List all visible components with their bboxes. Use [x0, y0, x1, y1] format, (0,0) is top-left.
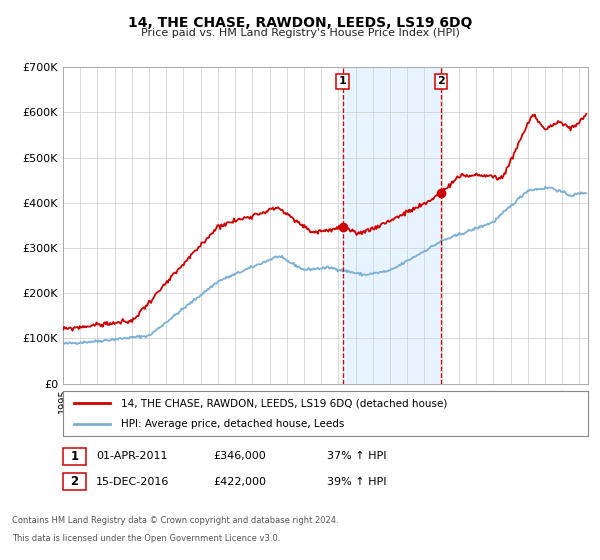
- Text: 1: 1: [339, 76, 347, 86]
- Text: HPI: Average price, detached house, Leeds: HPI: Average price, detached house, Leed…: [121, 419, 344, 430]
- Text: Contains HM Land Registry data © Crown copyright and database right 2024.: Contains HM Land Registry data © Crown c…: [12, 516, 338, 525]
- Text: 15-DEC-2016: 15-DEC-2016: [96, 477, 169, 487]
- Text: 2: 2: [437, 76, 445, 86]
- Text: This data is licensed under the Open Government Licence v3.0.: This data is licensed under the Open Gov…: [12, 534, 280, 543]
- Text: £422,000: £422,000: [213, 477, 266, 487]
- Text: 14, THE CHASE, RAWDON, LEEDS, LS19 6DQ (detached house): 14, THE CHASE, RAWDON, LEEDS, LS19 6DQ (…: [121, 398, 447, 408]
- Text: 2: 2: [70, 475, 79, 488]
- Bar: [343, 67, 441, 384]
- Text: 01-APR-2011: 01-APR-2011: [96, 451, 167, 461]
- Text: £346,000: £346,000: [213, 451, 266, 461]
- Text: Price paid vs. HM Land Registry's House Price Index (HPI): Price paid vs. HM Land Registry's House …: [140, 28, 460, 38]
- Text: 39% ↑ HPI: 39% ↑ HPI: [327, 477, 386, 487]
- Text: 1: 1: [70, 450, 79, 463]
- Text: 14, THE CHASE, RAWDON, LEEDS, LS19 6DQ: 14, THE CHASE, RAWDON, LEEDS, LS19 6DQ: [128, 16, 472, 30]
- Text: 37% ↑ HPI: 37% ↑ HPI: [327, 451, 386, 461]
